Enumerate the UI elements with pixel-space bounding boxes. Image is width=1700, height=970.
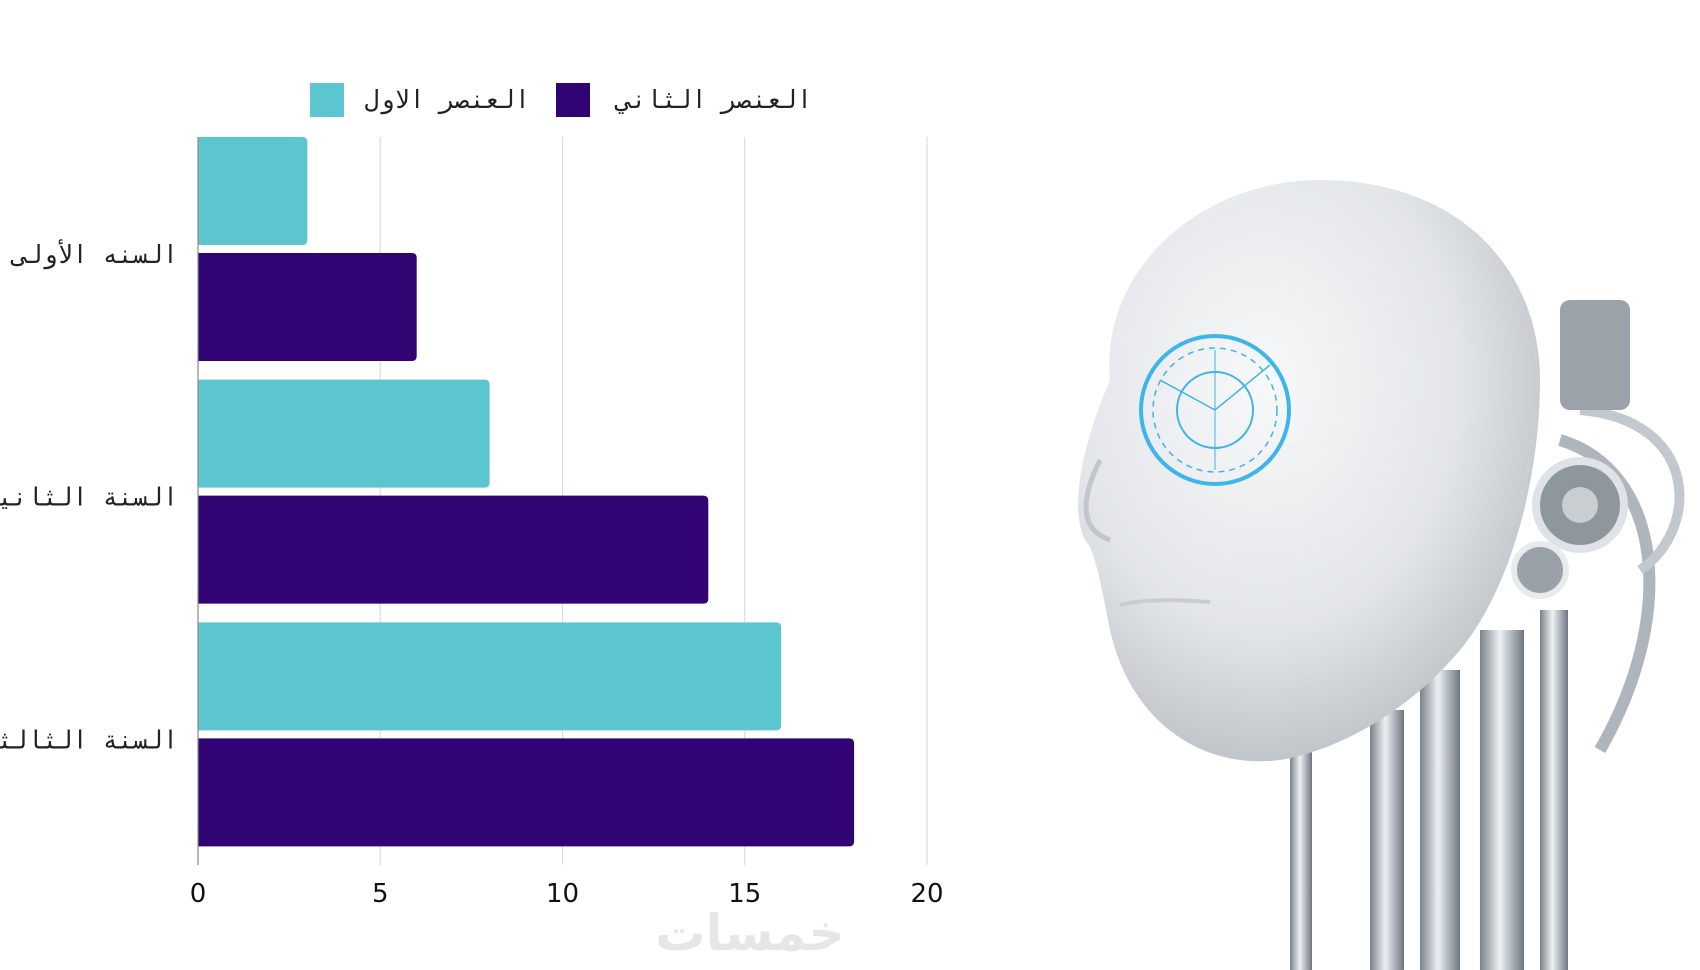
bar — [198, 495, 709, 604]
category-label: السنة الثالثة — [0, 725, 178, 754]
x-tick-label: 5 — [372, 879, 389, 909]
bar — [198, 137, 308, 245]
bar — [198, 253, 417, 361]
category-labels: السنه الأولى السنة الثانية السنة الثالثة — [0, 238, 178, 754]
legend: العنصر الاول العنصر الثاني — [310, 83, 812, 117]
bar — [198, 379, 490, 488]
legend-label: العنصر الاول — [364, 85, 530, 115]
bar-chart: 0 5 10 15 20 السنه الأولى السنة الثانية السنة … — [0, 83, 944, 962]
bar — [198, 622, 782, 731]
x-tick-label: 20 — [910, 879, 943, 909]
category-label: السنه الأولى — [10, 238, 178, 270]
legend-label: العنصر الثاني — [614, 85, 812, 114]
legend-swatch — [556, 83, 590, 117]
legend-swatch — [310, 83, 344, 117]
x-tick-label: 10 — [546, 879, 579, 909]
robot-head-image — [1078, 180, 1685, 970]
eye-hud-icon — [1139, 334, 1291, 486]
bar — [198, 738, 855, 847]
x-tick-label: 0 — [190, 879, 207, 909]
x-tick-label: 15 — [728, 879, 761, 909]
category-label: السنة الثانية — [0, 483, 178, 512]
watermark: خمسات — [655, 904, 844, 962]
x-tick-labels: 0 5 10 15 20 — [190, 879, 944, 909]
bars — [198, 137, 855, 847]
